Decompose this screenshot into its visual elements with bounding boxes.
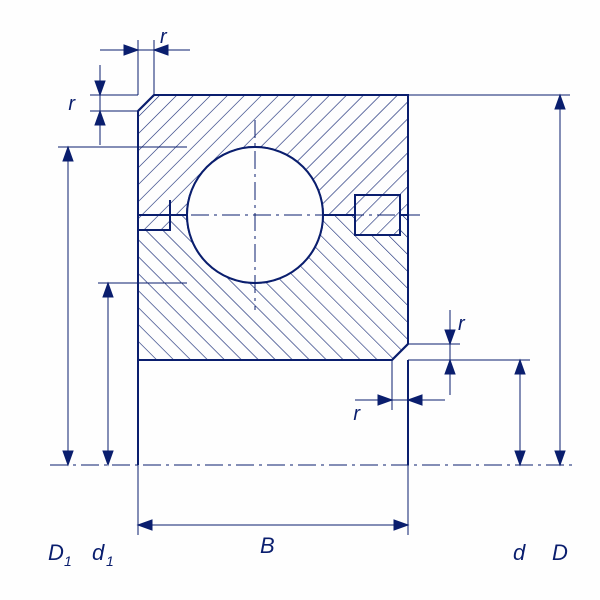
label-D: D [552, 540, 568, 565]
label-B: B [260, 533, 275, 558]
label-r-tl-h: r [160, 26, 168, 48]
diagram-svg: D 1 d 1 d D B r r r r [0, 0, 600, 600]
label-d1-sub: 1 [106, 553, 114, 569]
label-r-br-h: r [353, 403, 361, 425]
label-r-tl-v: r [68, 93, 76, 115]
label-d: d [513, 540, 526, 565]
label-r-br-v: r [458, 313, 466, 335]
label-D1: D [48, 540, 64, 565]
label-D1-sub: 1 [64, 553, 72, 569]
label-d1: d [92, 540, 105, 565]
bearing-cross-section-diagram: D 1 d 1 d D B r r r r [0, 0, 600, 600]
